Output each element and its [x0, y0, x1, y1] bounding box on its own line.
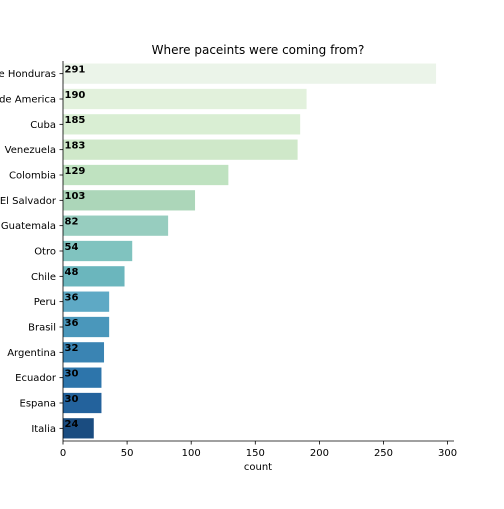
data-label: 36	[65, 318, 79, 329]
bar	[63, 88, 307, 110]
data-label: 183	[65, 141, 86, 152]
x-tick-label: 150	[246, 448, 265, 459]
bar	[63, 190, 196, 211]
category-label: Guatemala	[1, 221, 56, 232]
bar	[63, 164, 229, 186]
data-label: 190	[65, 90, 86, 101]
category-label: El Salvador	[0, 196, 57, 207]
x-tick-label: 0	[60, 448, 66, 459]
category-label: Italia	[31, 424, 56, 435]
category-label: Chile	[31, 272, 56, 283]
data-label: 54	[65, 242, 79, 253]
bar	[63, 291, 110, 312]
bar	[63, 114, 301, 135]
category-label: Colombia	[9, 171, 56, 182]
data-label: 32	[65, 343, 79, 354]
data-label: 291	[65, 65, 86, 76]
x-tick-label: 300	[438, 448, 457, 459]
data-label: 30	[65, 394, 79, 405]
category-label: Venezuela	[5, 145, 56, 156]
bar	[63, 266, 125, 287]
bar	[63, 63, 437, 84]
category-label: Ecuador	[15, 373, 57, 384]
bar	[63, 139, 298, 160]
category-label: Espana	[20, 399, 56, 410]
bar	[63, 215, 169, 236]
bars-group	[63, 63, 437, 439]
bar	[63, 367, 102, 388]
data-label: 36	[65, 293, 79, 304]
category-label: Cuba	[30, 120, 56, 131]
data-label: 30	[65, 369, 79, 380]
data-label: 24	[65, 419, 79, 430]
category-labels: Republica de Honduras Estados Unidos de A…	[0, 69, 63, 435]
bar	[63, 240, 133, 262]
category-label: Brasil	[28, 323, 56, 334]
bar	[63, 392, 102, 414]
data-label: 103	[65, 191, 86, 202]
bar	[63, 418, 94, 439]
data-label: 129	[65, 166, 86, 177]
chart-title: Where paceints were coming from?	[152, 43, 365, 57]
category-label: Argentina	[7, 348, 56, 359]
data-label: 48	[65, 267, 79, 278]
x-axis-label: count	[244, 462, 272, 473]
data-label: 185	[65, 115, 86, 126]
category-label: Estados Unidos de America	[0, 95, 56, 106]
category-label: Otro	[34, 247, 56, 258]
category-label: Republica de Honduras	[0, 69, 56, 80]
x-axis-ticks: 0 50 100 150 200 250 300	[60, 441, 457, 459]
data-label: 82	[65, 217, 79, 228]
bar	[63, 316, 110, 338]
x-tick-label: 250	[374, 448, 393, 459]
category-label: Peru	[34, 297, 56, 308]
data-labels: 291 190 185 183 129 103 82 54 48 36 36 32 30 30 24	[65, 65, 86, 431]
x-tick-label: 100	[182, 448, 201, 459]
bar	[63, 342, 105, 363]
x-tick-label: 50	[121, 448, 134, 459]
x-tick-label: 200	[310, 448, 329, 459]
